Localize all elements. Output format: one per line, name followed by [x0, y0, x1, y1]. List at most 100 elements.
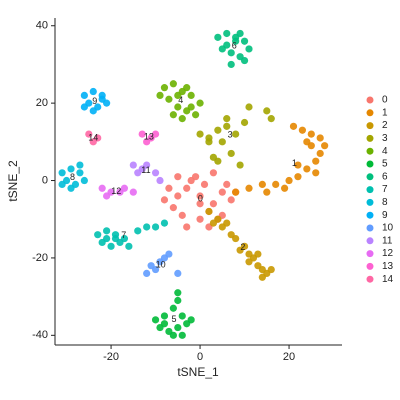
point — [240, 56, 249, 65]
point — [240, 37, 249, 45]
point — [209, 169, 218, 177]
cluster-label: 3 — [228, 129, 233, 139]
point — [303, 138, 311, 146]
point — [160, 84, 169, 92]
cluster-label: 6 — [232, 41, 237, 51]
point — [209, 219, 218, 227]
point — [196, 200, 204, 208]
point — [80, 176, 88, 185]
point — [223, 41, 231, 49]
point — [258, 180, 266, 189]
point — [89, 107, 97, 115]
legend-marker — [366, 109, 374, 117]
point — [143, 161, 151, 169]
point — [227, 149, 235, 158]
point — [223, 219, 231, 227]
point — [169, 331, 177, 339]
point — [160, 320, 169, 328]
legend-label: 0 — [382, 95, 388, 106]
point — [223, 180, 231, 189]
point — [214, 126, 222, 134]
point — [67, 165, 75, 173]
legend-marker — [366, 160, 374, 168]
point — [205, 207, 213, 216]
point — [174, 91, 182, 99]
legend-label: 7 — [382, 184, 388, 195]
point — [58, 180, 66, 189]
cluster-label: 12 — [111, 186, 121, 196]
x-tick-label: -20 — [103, 351, 119, 363]
point — [111, 234, 120, 243]
legend-label: 14 — [382, 274, 394, 285]
point — [316, 149, 324, 158]
point — [187, 103, 195, 111]
point — [174, 192, 182, 200]
point — [236, 161, 244, 169]
legend-label: 1 — [382, 107, 388, 118]
point — [76, 169, 84, 177]
point — [232, 130, 240, 138]
point — [227, 196, 235, 204]
point — [307, 130, 315, 138]
legend-label: 11 — [382, 235, 393, 246]
point — [298, 126, 306, 134]
point — [103, 192, 111, 200]
point — [156, 176, 164, 185]
legend-marker — [366, 198, 374, 206]
point — [98, 95, 106, 103]
legend-label: 12 — [382, 248, 394, 259]
legend-marker — [366, 275, 374, 283]
point — [178, 211, 186, 219]
point — [245, 258, 253, 266]
legend-marker — [366, 96, 374, 104]
point — [200, 180, 209, 189]
point — [107, 242, 115, 250]
point — [263, 188, 271, 196]
point — [165, 250, 173, 258]
point — [76, 161, 84, 169]
legend-marker — [366, 134, 374, 142]
point — [80, 91, 88, 99]
point — [174, 323, 182, 332]
cluster-label: 1 — [292, 158, 297, 168]
point — [143, 269, 151, 278]
point — [85, 130, 93, 138]
point — [80, 103, 88, 111]
point — [209, 200, 218, 208]
legend-marker — [366, 147, 374, 155]
point — [272, 180, 280, 189]
point — [254, 250, 262, 258]
y-tick-label: -40 — [32, 329, 48, 341]
x-tick-label: 20 — [283, 351, 295, 363]
cluster-label: 0 — [198, 193, 203, 203]
point — [103, 234, 111, 243]
cluster-label: 9 — [92, 96, 97, 106]
cluster-label: 11 — [141, 165, 150, 175]
point — [205, 138, 213, 146]
y-tick-label: 20 — [36, 97, 48, 109]
point — [151, 265, 160, 274]
legend-label: 4 — [382, 146, 388, 157]
point — [183, 320, 191, 328]
point — [89, 138, 97, 146]
point — [196, 215, 204, 223]
point — [178, 312, 186, 320]
point — [151, 223, 160, 231]
point — [196, 130, 204, 138]
point — [174, 269, 182, 278]
y-tick-label: 0 — [42, 174, 48, 186]
point — [58, 169, 66, 177]
point — [303, 165, 311, 173]
x-axis-label: tSNE_1 — [177, 365, 219, 379]
point — [223, 115, 231, 123]
point — [183, 184, 191, 192]
point — [285, 176, 293, 185]
point — [151, 316, 160, 324]
point — [125, 242, 133, 250]
point — [227, 60, 235, 69]
point — [156, 91, 164, 99]
point — [165, 95, 173, 103]
legend-label: 2 — [382, 120, 388, 131]
cluster-label: 8 — [70, 172, 75, 182]
